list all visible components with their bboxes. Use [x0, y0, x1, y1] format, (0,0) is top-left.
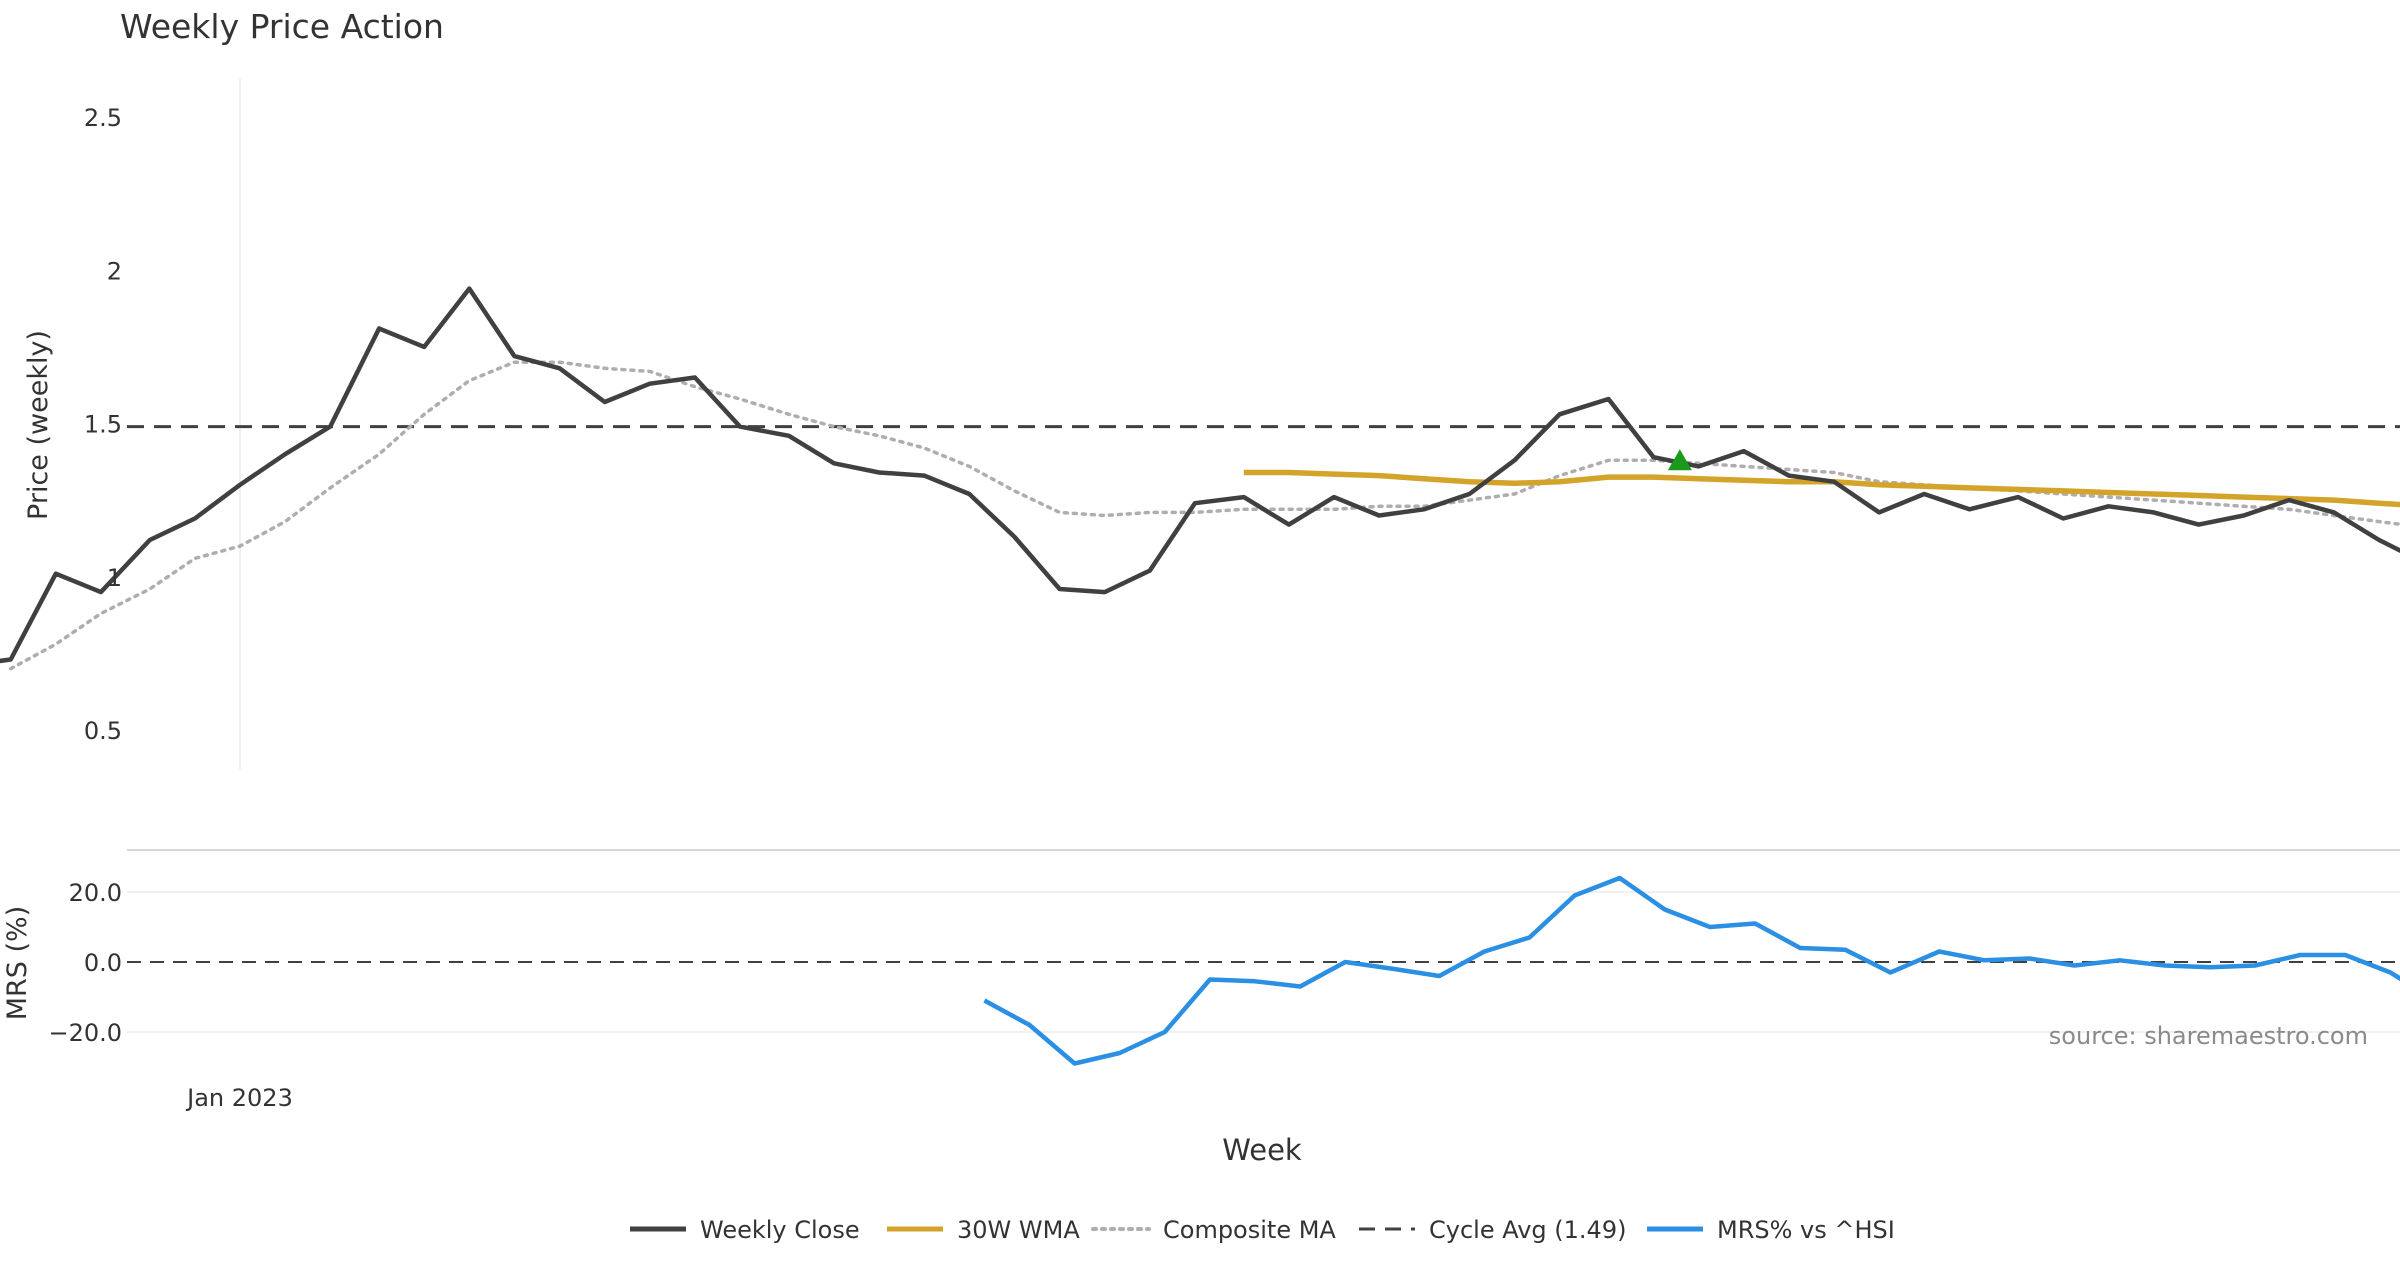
legend-label: Weekly Close — [700, 1216, 860, 1244]
legend-label: Cycle Avg (1.49) — [1429, 1216, 1626, 1244]
price-y-tick-label: 2 — [107, 257, 122, 285]
mrs-y-tick-label: 20.0 — [69, 879, 122, 907]
mrs-y-ticks: 20.0 0.0 −20.0 — [48, 879, 122, 1047]
legend-label: 30W WMA — [957, 1216, 1080, 1244]
mrs-y-tick-label: 0.0 — [84, 949, 122, 977]
x-tick-label: Jan 2023 — [185, 1084, 293, 1112]
mrs-line — [983, 875, 2400, 1066]
price-y-tick-label: 1 — [107, 564, 122, 592]
signal-markers-group — [1667, 449, 1692, 471]
price-y-tick-label: 2.5 — [84, 104, 122, 132]
price-grid — [239, 78, 241, 770]
buy-signal-marker — [1667, 449, 1692, 471]
wma-30w-line — [1243, 469, 2400, 508]
legend-label: MRS% vs ^HSI — [1717, 1216, 1895, 1244]
mrs-y-tick-label: −20.0 — [48, 1019, 122, 1047]
price-series-group — [0, 286, 2400, 671]
price-y-tick-label: 0.5 — [84, 717, 122, 745]
price-y-tick-label: 1.5 — [84, 411, 122, 439]
x-ticks: Jan 2023Jul 2023Jan 2024Jul 2024Jan 2025… — [185, 1084, 293, 1112]
x-axis-label: Week — [1222, 1133, 1302, 1167]
legend: Weekly Close 30W WMA Composite MA Cycle Avg… — [630, 1216, 1895, 1244]
mrs-series-group — [983, 875, 2400, 1066]
mrs-grid — [127, 891, 2400, 1033]
price-y-axis-label: Price (weekly) — [23, 330, 54, 520]
price-y-ticks: 0.5 1 1.5 2 2.5 — [84, 104, 122, 745]
chart-title: Weekly Price Action — [120, 7, 444, 46]
legend-label: Composite MA — [1163, 1216, 1336, 1244]
mrs-y-axis-label: MRS (%) — [2, 906, 33, 1021]
source-watermark: source: sharemaestro.com — [2049, 1022, 2368, 1050]
composite-ma-line — [8, 360, 2400, 671]
weekly-close-line — [0, 286, 2400, 664]
